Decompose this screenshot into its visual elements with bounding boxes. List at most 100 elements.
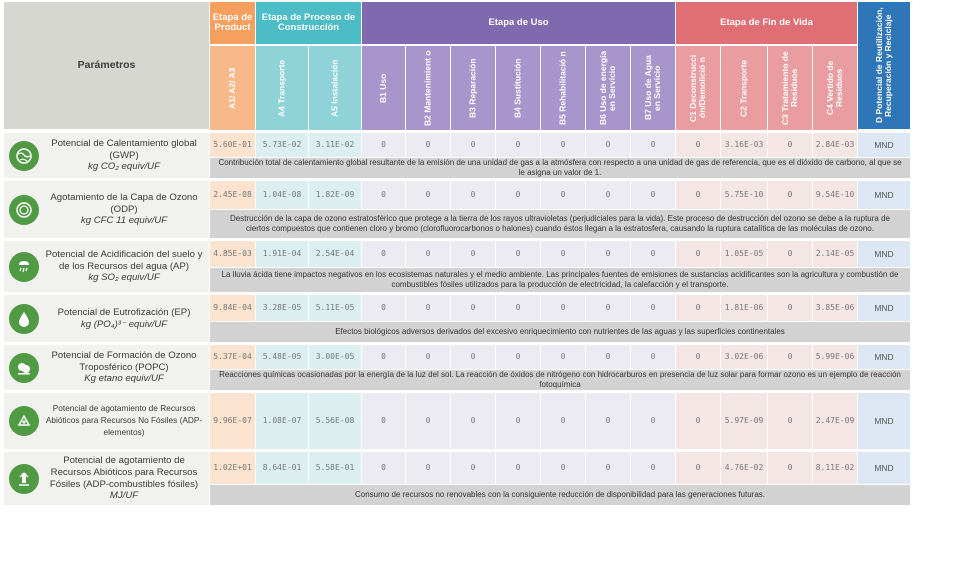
value-cell: MND: [858, 241, 910, 267]
value-cell: MND: [858, 393, 910, 449]
value-cell: MND: [858, 345, 910, 369]
parameter-name: Potencial de Eutrofización (EP): [57, 306, 191, 318]
value-cell: 0: [362, 133, 405, 157]
sub-b2: B2 Mantenimient o: [406, 46, 450, 130]
sub-c3: C3 Tratamiento de Residuos: [768, 46, 812, 130]
globe-icon: [9, 140, 39, 171]
parameter-name: Potencial de agotamiento de Recursos Abi…: [45, 403, 203, 437]
sub-b1: B1 Uso: [362, 46, 405, 130]
parameter-text: Potencial de Formación de Ozono Troposfé…: [39, 350, 209, 386]
parameter-cell: Agotamiento de la Capa de Ozono (ODP) kg …: [4, 181, 209, 238]
value-cell: 0: [768, 133, 812, 157]
value-cell: 3.85E-06: [813, 295, 857, 321]
parameter-name: Agotamiento de la Capa de Ozono (ODP): [50, 191, 198, 215]
sub-c4: C4 Vertido de Residuos: [813, 46, 857, 130]
value-cell: 0: [362, 241, 405, 267]
parameter-unit: Kg etano equiv/UF: [84, 373, 164, 385]
mineral-resources-icon: [9, 406, 39, 436]
acid-rain-icon: [9, 251, 39, 282]
value-cell: 1.04E-08: [256, 181, 308, 209]
value-cell: 0: [451, 181, 495, 209]
value-cell: 0: [586, 452, 630, 484]
value-cell: 2.54E-04: [309, 241, 361, 267]
group-uso: Etapa de Uso: [362, 2, 675, 44]
value-cell: 0: [676, 345, 720, 369]
value-cell: 1.08E-07: [256, 393, 308, 449]
sub-b6: B6 Uso de energía en Servicio: [586, 46, 630, 130]
value-cell: 0: [496, 452, 540, 484]
parameter-name: Potencial de Acidificación del suelo y d…: [45, 248, 203, 272]
value-cell: 0: [541, 181, 585, 209]
value-cell: 5.48E-05: [256, 345, 308, 369]
impact-section: Potencial de agotamiento de Recursos Abi…: [4, 452, 960, 505]
sub-b7: B7 Uso de Agua en Servicio: [631, 46, 675, 130]
value-cell: 0: [676, 133, 720, 157]
water-drop-icon: [9, 303, 39, 334]
value-cell: 2.45E-08: [210, 181, 255, 209]
parameter-name: Potencial de Formación de Ozono Troposfé…: [51, 349, 197, 373]
group-d: D Potencial de Reutilización, Recuperaci…: [858, 2, 910, 129]
fossil-resources-icon: [9, 463, 39, 494]
environmental-impact-table: Parámetros Etapa de Product Etapa de Pro…: [4, 2, 960, 505]
header-block: Parámetros Etapa de Product Etapa de Pro…: [4, 2, 960, 130]
value-cell: 0: [768, 295, 812, 321]
value-cell: MND: [858, 295, 910, 321]
value-cell: 3.02E-06: [721, 345, 767, 369]
value-cell: 0: [362, 452, 405, 484]
parameter-name: Potencial de Calentamiento global (GWP): [51, 137, 197, 161]
value-cell: 9.54E-10: [813, 181, 857, 209]
group-construccion: Etapa de Proceso de Construcción: [256, 2, 361, 44]
value-cell: 0: [631, 133, 675, 157]
parameter-cell: Potencial de Eutrofización (EP) kg (PO₄)³…: [4, 295, 209, 342]
value-cell: 0: [541, 241, 585, 267]
impact-section: Potencial de Formación de Ozono Troposfé…: [4, 345, 960, 390]
value-cell: 0: [586, 181, 630, 209]
value-cell: 0: [768, 241, 812, 267]
value-cell: 0: [362, 393, 405, 449]
value-cell: 0: [586, 345, 630, 369]
value-cell: 0: [496, 393, 540, 449]
description-cell: Consumo de recursos no renovables con la…: [210, 485, 910, 505]
sub-b5: B5 Rehabilitació n: [541, 46, 585, 130]
sub-a1a3: A1/ A2/ A3: [210, 46, 255, 130]
value-cell: 3.00E-05: [309, 345, 361, 369]
value-cell: 0: [541, 133, 585, 157]
parameter-text: Potencial de agotamiento de Recursos Abi…: [39, 403, 209, 439]
value-cell: 0: [451, 345, 495, 369]
sub-b3: B3 Reparación: [451, 46, 495, 130]
value-cell: 0: [586, 393, 630, 449]
value-cell: 3.16E-03: [721, 133, 767, 157]
value-cell: 0: [451, 452, 495, 484]
value-cell: 5.11E-05: [309, 295, 361, 321]
value-cell: 0: [406, 452, 450, 484]
value-cell: 0: [586, 133, 630, 157]
impact-section: Agotamiento de la Capa de Ozono (ODP) kg …: [4, 181, 960, 238]
value-cell: 1.81E-06: [721, 295, 767, 321]
value-cell: 0: [496, 345, 540, 369]
value-cell: 0: [362, 181, 405, 209]
value-cell: 0: [768, 345, 812, 369]
parameter-cell: Potencial de Formación de Ozono Troposfé…: [4, 345, 209, 390]
value-cell: 0: [631, 181, 675, 209]
impact-section: Potencial de Acidificación del suelo y d…: [4, 241, 960, 292]
value-cell: 0: [496, 241, 540, 267]
value-cell: 0: [631, 393, 675, 449]
value-cell: 0: [586, 295, 630, 321]
sub-b4: B4 Sustitución: [496, 46, 540, 130]
value-cell: 0: [676, 241, 720, 267]
value-cell: 5.56E-08: [309, 393, 361, 449]
value-cell: 8.64E-01: [256, 452, 308, 484]
value-cell: 5.58E-01: [309, 452, 361, 484]
parameter-text: Potencial de Acidificación del suelo y d…: [39, 249, 209, 285]
value-cell: 0: [362, 345, 405, 369]
smog-icon: [9, 352, 39, 383]
parameter-text: Potencial de agotamiento de Recursos Abi…: [39, 455, 209, 503]
value-cell: 2.84E-03: [813, 133, 857, 157]
description-cell: Reacciones químicas ocasionadas por la e…: [210, 370, 910, 390]
impact-section: Potencial de agotamiento de Recursos Abi…: [4, 393, 960, 449]
value-cell: 1.05E-05: [721, 241, 767, 267]
sub-a4: A4 Transporte: [256, 46, 308, 130]
sub-c2: C2 Transporte: [721, 46, 767, 130]
group-produccion: Etapa de Product: [210, 2, 255, 44]
value-cell: 9.96E-07: [210, 393, 255, 449]
